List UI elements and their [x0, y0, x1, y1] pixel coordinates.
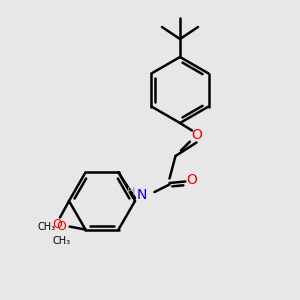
- Text: O: O: [57, 220, 66, 233]
- Text: N: N: [136, 188, 147, 202]
- Text: O: O: [187, 173, 197, 187]
- Text: O: O: [52, 218, 62, 232]
- Text: O: O: [191, 128, 202, 142]
- Text: H: H: [127, 187, 136, 197]
- Text: CH₃: CH₃: [38, 222, 56, 232]
- Text: CH₃: CH₃: [52, 236, 70, 246]
